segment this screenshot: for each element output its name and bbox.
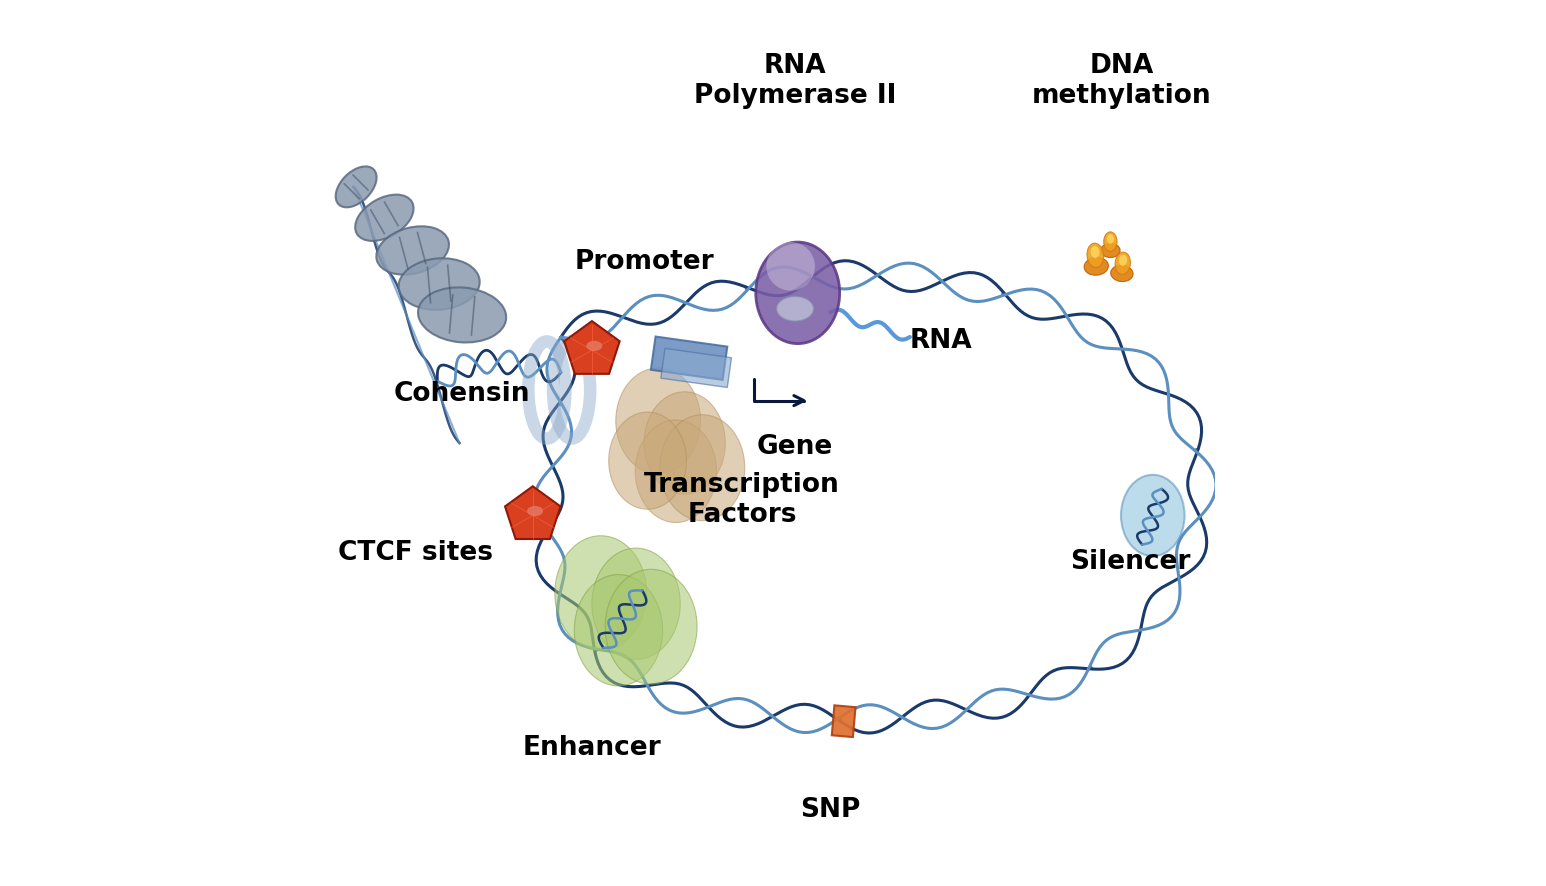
Ellipse shape [635, 420, 716, 523]
Ellipse shape [1110, 265, 1133, 282]
Ellipse shape [609, 412, 686, 509]
Text: RNA
Polymerase II: RNA Polymerase II [694, 53, 897, 109]
Ellipse shape [660, 415, 745, 521]
Text: Silencer: Silencer [1070, 549, 1190, 575]
Ellipse shape [399, 258, 479, 310]
Ellipse shape [645, 392, 725, 494]
Text: RNA: RNA [911, 329, 972, 354]
Ellipse shape [615, 368, 700, 474]
Ellipse shape [776, 297, 813, 321]
Text: Promoter: Promoter [575, 249, 714, 275]
Ellipse shape [1104, 232, 1118, 252]
Ellipse shape [335, 167, 377, 207]
Ellipse shape [1115, 253, 1130, 275]
Ellipse shape [1084, 258, 1108, 276]
Ellipse shape [1107, 234, 1115, 244]
Ellipse shape [767, 242, 815, 291]
Ellipse shape [1090, 246, 1099, 258]
Text: Cohensin: Cohensin [394, 381, 530, 408]
Ellipse shape [756, 242, 839, 344]
Ellipse shape [586, 341, 603, 351]
Ellipse shape [1087, 244, 1104, 268]
Ellipse shape [417, 287, 506, 343]
Text: DNA
methylation: DNA methylation [1033, 53, 1212, 109]
Polygon shape [651, 337, 727, 380]
Ellipse shape [527, 506, 543, 517]
Polygon shape [506, 486, 561, 539]
Text: SNP: SNP [801, 797, 861, 822]
Polygon shape [832, 705, 855, 737]
Text: Gene: Gene [758, 434, 833, 461]
Text: CTCF sites: CTCF sites [337, 540, 493, 566]
Ellipse shape [592, 548, 680, 659]
Polygon shape [660, 348, 731, 387]
Ellipse shape [1119, 254, 1127, 266]
Text: Transcription
Factors: Transcription Factors [645, 472, 839, 528]
Ellipse shape [376, 226, 448, 275]
Ellipse shape [1121, 475, 1184, 556]
Text: Enhancer: Enhancer [523, 734, 662, 761]
Ellipse shape [574, 575, 663, 686]
Polygon shape [564, 321, 620, 374]
Ellipse shape [356, 195, 414, 241]
Ellipse shape [1101, 244, 1121, 258]
Ellipse shape [555, 536, 646, 650]
Ellipse shape [604, 570, 697, 684]
